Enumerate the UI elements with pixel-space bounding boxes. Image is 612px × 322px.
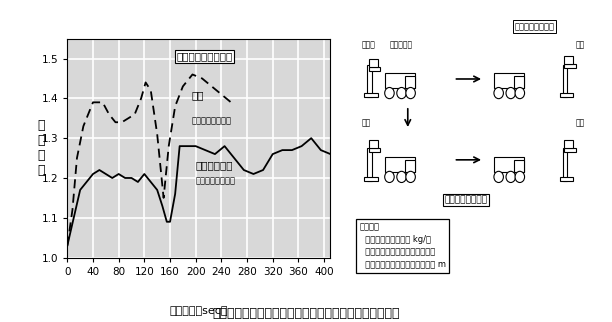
Bar [564,148,575,152]
Bar [405,76,415,88]
Bar [385,156,415,172]
Bar [368,59,378,67]
Bar [559,177,573,181]
Bar [514,76,524,88]
Bar [514,160,524,172]
Circle shape [385,88,394,99]
Text: 昇降装置利用: 昇降装置利用 [196,160,233,170]
Bar [367,148,371,181]
Text: 作業条件
  コンテナ重量：２０ kg/個
  コンテナ数：２２個（２段積）
  コンテナと荷台の距離：２～４ m: 作業条件 コンテナ重量：２０ kg/個 コンテナ数：２２個（２段積） コンテナと… [359,223,446,269]
Text: 作業者　５４才・男: 作業者 ５４才・男 [176,52,233,62]
Text: 慣行: 慣行 [191,90,204,100]
Circle shape [385,171,394,183]
Bar [494,73,524,88]
Circle shape [406,88,416,99]
Text: 経過時間（sec）: 経過時間（sec） [170,306,228,316]
Circle shape [506,171,515,183]
Circle shape [515,171,524,183]
Bar [368,139,378,148]
Bar [564,56,573,64]
Circle shape [494,88,504,99]
Text: 荷台: 荷台 [575,40,584,49]
Bar [368,148,380,152]
Text: 作業時間：約７分: 作業時間：約７分 [196,176,236,185]
Circle shape [397,88,406,99]
Text: 軽トラック: 軽トラック [390,40,413,49]
Text: 荷降台: 荷降台 [362,40,376,49]
Bar [368,67,380,71]
Bar [385,73,415,88]
Text: 心
拍
指
数: 心 拍 指 数 [37,119,45,177]
Bar [367,65,371,97]
Bar [364,177,378,181]
Circle shape [397,171,406,183]
Text: 上昇: 上昇 [362,118,371,127]
Bar [559,93,573,97]
Circle shape [406,171,416,183]
Text: 下段－２段目積載: 下段－２段目積載 [515,22,554,31]
Text: 移動: 移動 [575,118,584,127]
Text: 作業時間：約４分: 作業時間：約４分 [191,116,231,125]
Circle shape [515,88,524,99]
Circle shape [494,171,504,183]
Bar [564,139,573,148]
Bar [563,148,567,181]
Text: 図３　コンテナ積み込み作業時の心拍指数の経時的変化: 図３ コンテナ積み込み作業時の心拍指数の経時的変化 [212,308,400,320]
Bar [563,65,567,97]
Circle shape [506,88,515,99]
Bar [364,93,378,97]
Bar [494,156,524,172]
Text: 昇降装置利用方法: 昇降装置利用方法 [445,196,488,205]
Bar [405,160,415,172]
Bar [564,64,575,68]
